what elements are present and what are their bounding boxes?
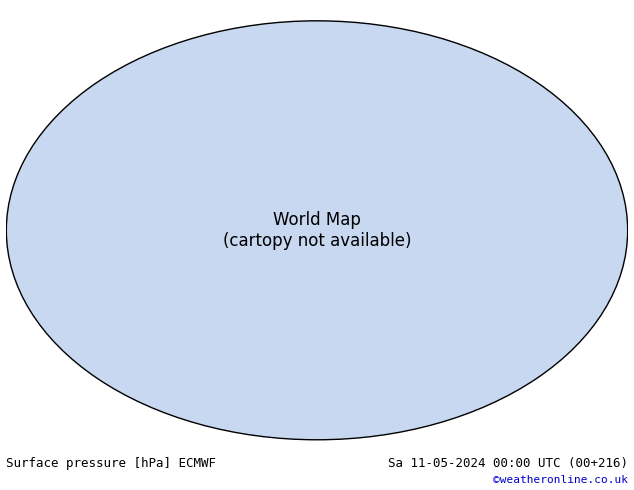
Text: Surface pressure [hPa] ECMWF: Surface pressure [hPa] ECMWF (6, 457, 216, 470)
Text: ©weatheronline.co.uk: ©weatheronline.co.uk (493, 475, 628, 485)
Ellipse shape (6, 21, 628, 440)
Text: Sa 11-05-2024 00:00 UTC (00+216): Sa 11-05-2024 00:00 UTC (00+216) (387, 457, 628, 470)
Text: World Map
(cartopy not available): World Map (cartopy not available) (223, 211, 411, 250)
